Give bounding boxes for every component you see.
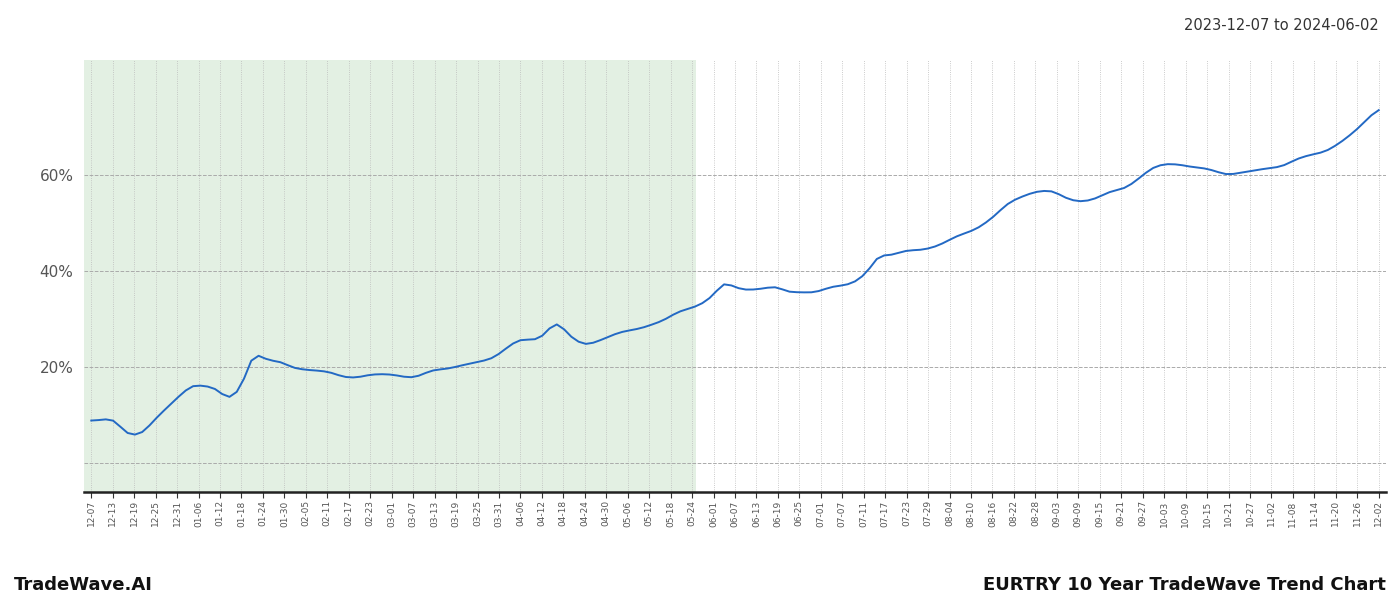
Bar	[84, 60, 696, 492]
Text: EURTRY 10 Year TradeWave Trend Chart: EURTRY 10 Year TradeWave Trend Chart	[983, 576, 1386, 594]
Text: TradeWave.AI: TradeWave.AI	[14, 576, 153, 594]
Text: 2023-12-07 to 2024-06-02: 2023-12-07 to 2024-06-02	[1184, 18, 1379, 33]
